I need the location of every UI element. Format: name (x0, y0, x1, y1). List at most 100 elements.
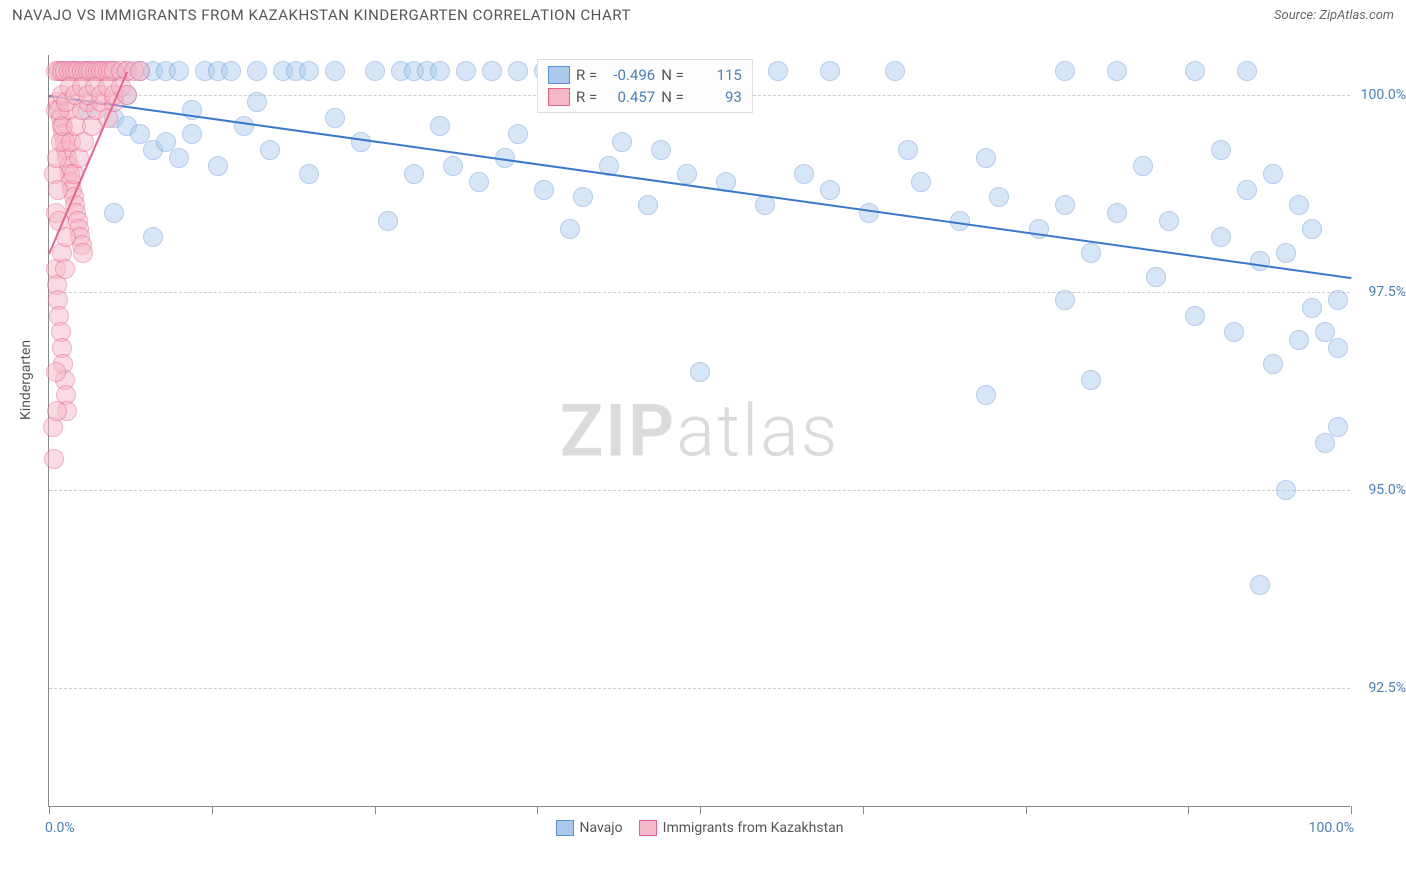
data-point (1315, 322, 1335, 342)
series-legend: Navajo Immigrants from Kazakhstan (556, 820, 844, 836)
data-point (755, 195, 775, 215)
chart-title: NAVAJO VS IMMIGRANTS FROM KAZAKHSTAN KIN… (12, 6, 631, 24)
data-point (1107, 203, 1127, 223)
xlabel-end: 100.0% (1309, 820, 1354, 836)
data-point (677, 164, 697, 184)
data-point (1276, 480, 1296, 500)
data-point (911, 172, 931, 192)
data-point (430, 116, 450, 136)
data-point (508, 61, 528, 81)
data-point (104, 203, 124, 223)
ytick-label: 100.0% (1361, 87, 1406, 103)
data-point (651, 140, 671, 160)
data-point (47, 401, 67, 421)
legend-swatch (556, 820, 574, 836)
data-point (1328, 417, 1348, 437)
correlation-legend: R =-0.496 N =115 R =0.457 N =93 (537, 59, 753, 113)
data-point (1159, 211, 1179, 231)
data-point (1302, 298, 1322, 318)
data-point (247, 61, 267, 81)
data-point (404, 164, 424, 184)
data-point (73, 243, 93, 263)
data-point (1185, 61, 1205, 81)
data-point (1276, 243, 1296, 263)
data-point (130, 61, 150, 81)
xtick (49, 806, 50, 814)
data-point (1237, 61, 1257, 81)
data-point (1224, 322, 1244, 342)
xtick (212, 806, 213, 814)
data-point (299, 61, 319, 81)
data-point (1237, 180, 1257, 200)
data-point (365, 61, 385, 81)
data-point (989, 187, 1009, 207)
legend-swatch (548, 88, 570, 106)
data-point (508, 124, 528, 144)
data-point (976, 148, 996, 168)
legend-row: R =0.457 N =93 (548, 86, 742, 108)
data-point (768, 61, 788, 81)
legend-item: Immigrants from Kazakhstan (639, 820, 844, 836)
data-point (55, 259, 75, 279)
data-point (885, 61, 905, 81)
xtick (1026, 806, 1027, 814)
data-point (221, 61, 241, 81)
data-point (48, 180, 68, 200)
data-point (1133, 156, 1153, 176)
data-point (443, 156, 463, 176)
data-point (1055, 61, 1075, 81)
data-point (260, 140, 280, 160)
data-point (44, 449, 64, 469)
xtick (863, 806, 864, 814)
data-point (325, 61, 345, 81)
data-point (430, 61, 450, 81)
chart-header: NAVAJO VS IMMIGRANTS FROM KAZAKHSTAN KIN… (0, 0, 1406, 28)
data-point (469, 172, 489, 192)
ytick-label: 97.5% (1368, 284, 1406, 300)
legend-item: Navajo (556, 820, 623, 836)
data-point (1211, 140, 1231, 160)
legend-row: R =-0.496 N =115 (548, 64, 742, 86)
data-point (1289, 330, 1309, 350)
data-point (1263, 354, 1283, 374)
data-point (1081, 370, 1101, 390)
data-point (1185, 306, 1205, 326)
data-point (820, 180, 840, 200)
data-point (456, 61, 476, 81)
legend-swatch (548, 66, 570, 84)
gridline (49, 292, 1350, 293)
data-point (169, 148, 189, 168)
trend-line (49, 95, 1351, 279)
data-point (638, 195, 658, 215)
data-point (1055, 195, 1075, 215)
data-point (820, 61, 840, 81)
xtick (1351, 806, 1352, 814)
data-point (1055, 290, 1075, 310)
data-point (208, 156, 228, 176)
xtick (375, 806, 376, 814)
data-point (1250, 575, 1270, 595)
data-point (325, 108, 345, 128)
data-point (169, 61, 189, 81)
xtick (537, 806, 538, 814)
data-point (612, 132, 632, 152)
data-point (1263, 164, 1283, 184)
watermark: ZIPatlas (560, 388, 840, 473)
data-point (1211, 227, 1231, 247)
ytick-label: 95.0% (1368, 482, 1406, 498)
data-point (182, 124, 202, 144)
data-point (976, 385, 996, 405)
data-point (690, 362, 710, 382)
gridline (49, 688, 1350, 689)
data-point (859, 203, 879, 223)
data-point (378, 211, 398, 231)
data-point (234, 116, 254, 136)
data-point (1289, 195, 1309, 215)
data-point (351, 132, 371, 152)
data-point (534, 180, 554, 200)
y-axis-label: Kindergarten (18, 340, 34, 420)
legend-label: Immigrants from Kazakhstan (663, 820, 844, 836)
data-point (560, 219, 580, 239)
data-point (898, 140, 918, 160)
legend-swatch (639, 820, 657, 836)
